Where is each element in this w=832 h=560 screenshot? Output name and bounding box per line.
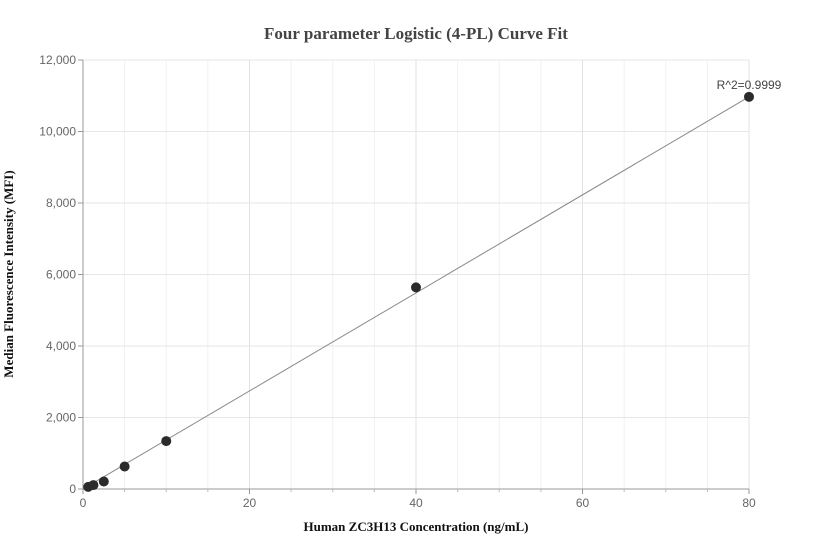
chart-title: Four parameter Logistic (4-PL) Curve Fit: [264, 24, 568, 43]
x-tick-label: 60: [576, 496, 590, 510]
grid: [83, 59, 750, 489]
data-point: [98, 476, 109, 487]
y-tick-label: 2,000: [46, 411, 76, 425]
y-tick-label: 8,000: [46, 196, 76, 210]
y-axis-label: Median Fluorescence Intensity (MFI): [1, 170, 16, 377]
y-tick-label: 10,000: [39, 125, 76, 139]
x-tick-label: 20: [243, 496, 257, 510]
x-tick-label: 80: [742, 496, 756, 510]
data-point: [88, 480, 99, 491]
data-point: [411, 282, 421, 293]
y-tick-label: 0: [69, 482, 76, 496]
fit-curve-line: [82, 96, 750, 490]
x-tick-label: 40: [409, 496, 423, 510]
data-points: [83, 91, 754, 492]
r-squared-annotation: R^2=0.9999: [717, 78, 782, 92]
x-axis-label: Human ZC3H13 Concentration (ng/mL): [304, 519, 529, 534]
y-tick-label: 12,000: [39, 53, 76, 67]
x-tick-label: 0: [80, 496, 87, 510]
fit-curve: [82, 96, 750, 490]
y-tick-label: 6,000: [46, 268, 76, 282]
data-point: [161, 436, 172, 447]
data-point: [744, 91, 754, 102]
data-point: [119, 461, 130, 472]
ticks: 0 2,000 4,000 6,000 8,000 10,000 12,000 0 20 40 60…: [39, 53, 756, 510]
y-tick-label: 4,000: [46, 339, 76, 353]
